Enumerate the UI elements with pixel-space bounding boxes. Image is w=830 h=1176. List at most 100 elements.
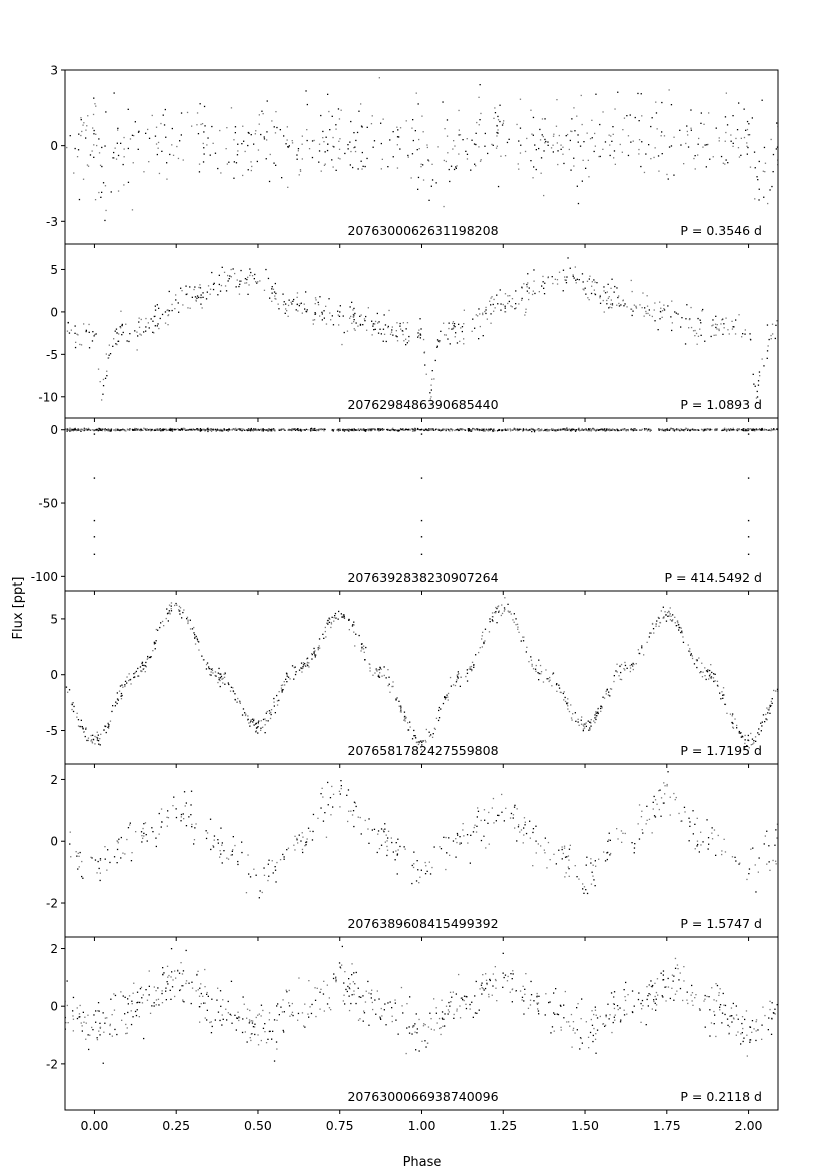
data-point	[233, 161, 235, 163]
data-point	[563, 1004, 565, 1006]
eclipse-point	[420, 553, 423, 555]
data-point	[672, 428, 674, 430]
data-point	[528, 292, 530, 294]
data-point	[84, 1016, 86, 1018]
data-point	[109, 1024, 111, 1027]
data-point	[441, 999, 443, 1001]
data-point	[569, 139, 571, 142]
data-point	[564, 876, 566, 878]
data-point	[172, 154, 175, 156]
data-point	[762, 1006, 764, 1008]
data-point	[200, 1003, 202, 1005]
data-point	[237, 860, 239, 863]
data-point	[502, 986, 504, 988]
data-point	[718, 328, 720, 330]
data-point	[88, 323, 90, 326]
data-point	[740, 429, 743, 431]
data-point	[408, 335, 410, 338]
data-point	[120, 327, 122, 329]
data-point	[257, 428, 260, 431]
data-point	[491, 612, 494, 614]
data-point	[78, 133, 80, 135]
data-point	[581, 1042, 583, 1044]
data-point	[560, 429, 563, 431]
data-point	[726, 428, 728, 430]
data-point	[732, 726, 734, 728]
data-point	[481, 429, 483, 431]
data-point	[438, 429, 440, 431]
data-point	[477, 807, 479, 809]
data-point	[766, 718, 768, 721]
data-point	[252, 718, 254, 720]
data-point	[406, 322, 409, 324]
data-point	[555, 684, 558, 686]
data-point	[674, 993, 677, 995]
data-point	[137, 429, 139, 431]
data-point	[562, 852, 564, 855]
data-point	[525, 311, 527, 313]
data-point	[113, 157, 115, 159]
data-point	[588, 429, 590, 431]
data-point	[542, 430, 545, 432]
data-point	[171, 971, 173, 973]
data-point	[102, 182, 105, 184]
data-point	[182, 1000, 184, 1002]
data-point	[260, 428, 262, 430]
data-point	[207, 137, 209, 139]
data-point	[764, 171, 766, 173]
data-point	[400, 328, 402, 330]
data-point	[518, 303, 520, 305]
data-point	[733, 1018, 735, 1020]
data-point	[457, 834, 459, 836]
data-point	[615, 670, 617, 672]
data-point	[583, 723, 585, 725]
data-point	[632, 665, 634, 667]
data-point	[380, 844, 383, 846]
data-point	[239, 428, 241, 430]
data-point	[128, 429, 130, 431]
data-point	[132, 1016, 134, 1018]
data-point	[663, 802, 665, 804]
data-point	[726, 124, 729, 126]
data-point	[696, 429, 698, 431]
data-point	[87, 115, 89, 117]
data-point	[589, 429, 591, 431]
data-point	[297, 148, 300, 150]
data-point	[293, 298, 295, 301]
data-point	[84, 735, 86, 738]
data-point	[308, 980, 310, 982]
data-point	[492, 303, 494, 306]
data-point	[312, 830, 314, 833]
data-point	[751, 1031, 753, 1033]
data-point	[300, 662, 303, 664]
data-point	[744, 739, 746, 741]
data-point	[343, 982, 345, 984]
data-point	[498, 814, 500, 817]
data-point	[743, 1037, 745, 1039]
data-point	[472, 831, 475, 833]
data-point	[273, 697, 275, 700]
data-point	[602, 429, 604, 431]
data-point	[701, 428, 703, 431]
data-point	[163, 625, 165, 627]
data-point	[604, 1024, 607, 1026]
data-point	[770, 700, 772, 703]
data-point	[602, 299, 604, 302]
data-point	[316, 429, 318, 431]
data-point	[772, 333, 774, 335]
data-point	[559, 1004, 562, 1006]
data-point	[161, 992, 163, 995]
data-point	[167, 620, 169, 622]
data-point	[242, 429, 244, 431]
data-point	[384, 1003, 386, 1005]
data-point	[411, 738, 414, 740]
data-point	[775, 829, 777, 831]
data-point	[766, 357, 768, 359]
data-point	[596, 429, 598, 431]
data-point	[482, 631, 484, 633]
data-point	[255, 731, 257, 733]
data-point	[582, 288, 584, 290]
data-point	[200, 296, 202, 299]
data-point	[772, 171, 774, 173]
data-point	[431, 179, 434, 181]
